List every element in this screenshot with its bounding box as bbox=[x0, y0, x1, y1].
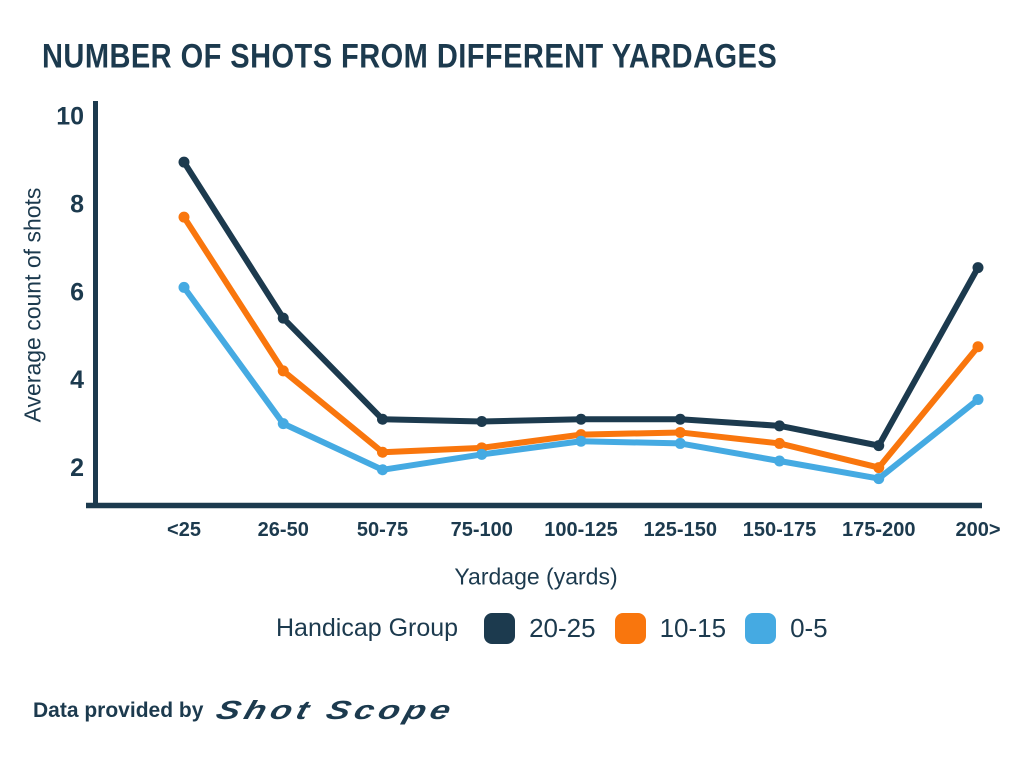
legend-item-0-5: 0-5 bbox=[745, 612, 828, 644]
legend-swatch-0-5 bbox=[745, 612, 777, 644]
legend-item-20-25: 20-25 bbox=[484, 612, 596, 644]
footer-text: Data provided by bbox=[33, 698, 204, 722]
x-tick-label: <25 bbox=[167, 519, 201, 541]
data-point-20-25-200> bbox=[972, 262, 984, 274]
y-tick-label: 6 bbox=[70, 278, 84, 306]
data-point-20-25-175-200 bbox=[873, 440, 885, 452]
data-point-0-5-100-125 bbox=[575, 435, 587, 447]
legend-label-10-15: 10-15 bbox=[659, 612, 727, 643]
data-point-10-15-200> bbox=[972, 341, 984, 353]
data-point-10-15-26-50 bbox=[277, 365, 289, 377]
data-point-10-15-175-200 bbox=[873, 462, 885, 474]
data-point-10-15-50-75 bbox=[377, 446, 388, 458]
x-tick-label: 200> bbox=[955, 519, 1000, 541]
data-point-0-5-26-50 bbox=[277, 418, 289, 430]
legend-swatch-20-25 bbox=[484, 612, 516, 644]
line-chart: 2 4 6 8 10 <25 26-50 50-75 75-100 100-125 125-150 1… bbox=[56, 101, 1001, 541]
data-point-10-15-150-175 bbox=[774, 437, 785, 449]
x-tick-label: 175-200 bbox=[842, 519, 915, 541]
shotscope-logo: Shot Scope bbox=[213, 695, 460, 725]
series-line-20-25 bbox=[181, 159, 981, 449]
legend-item-10-15: 10-15 bbox=[614, 612, 727, 644]
x-tick-label: 50-75 bbox=[357, 519, 408, 541]
legend: Handicap Group 20-25 10-15 0-5 bbox=[276, 611, 847, 645]
x-tick-label: 150-175 bbox=[743, 519, 816, 541]
data-point-20-25-125-150 bbox=[674, 413, 686, 425]
legend-label-20-25: 20-25 bbox=[529, 612, 596, 643]
data-point-10-15-<25 bbox=[178, 211, 190, 223]
data-point-0-5-125-150 bbox=[674, 437, 686, 449]
data-point-0-5-150-175 bbox=[774, 455, 785, 467]
legend-title: Handicap Group bbox=[276, 613, 459, 642]
data-point-0-5-200> bbox=[972, 393, 984, 405]
y-tick-label: 10 bbox=[56, 103, 84, 131]
data-point-20-25-26-50 bbox=[277, 312, 289, 324]
y-tick-label: 2 bbox=[70, 454, 84, 482]
chart-title: NUMBER OF SHOTS FROM DIFFERENT YARDAGES bbox=[42, 36, 778, 75]
data-point-20-25-150-175 bbox=[774, 420, 785, 432]
data-point-20-25-<25 bbox=[178, 156, 190, 168]
data-point-20-25-75-100 bbox=[476, 415, 488, 427]
x-axis-title: Yardage (yards) bbox=[454, 563, 618, 590]
data-point-0-5-50-75 bbox=[377, 464, 388, 476]
legend-label-0-5: 0-5 bbox=[790, 612, 828, 643]
data-point-0-5-75-100 bbox=[476, 448, 488, 460]
data-point-20-25-100-125 bbox=[575, 413, 587, 425]
data-point-0-5-175-200 bbox=[873, 473, 885, 485]
x-tick-label: 75-100 bbox=[451, 519, 513, 541]
data-point-20-25-50-75 bbox=[377, 413, 388, 425]
footer: Data provided by Shot Scope bbox=[33, 692, 459, 729]
y-tick-label: 8 bbox=[70, 190, 84, 218]
x-tick-label: 125-150 bbox=[644, 519, 717, 541]
x-tick-label: 100-125 bbox=[544, 519, 617, 541]
data-point-0-5-<25 bbox=[178, 281, 190, 293]
x-tick-label: 26-50 bbox=[258, 519, 309, 541]
data-point-10-15-125-150 bbox=[674, 426, 686, 438]
y-tick-label: 4 bbox=[70, 366, 84, 394]
y-axis-title: Average count of shots bbox=[19, 187, 46, 423]
series-line-0-5 bbox=[181, 284, 981, 482]
legend-swatch-10-15 bbox=[614, 612, 646, 644]
